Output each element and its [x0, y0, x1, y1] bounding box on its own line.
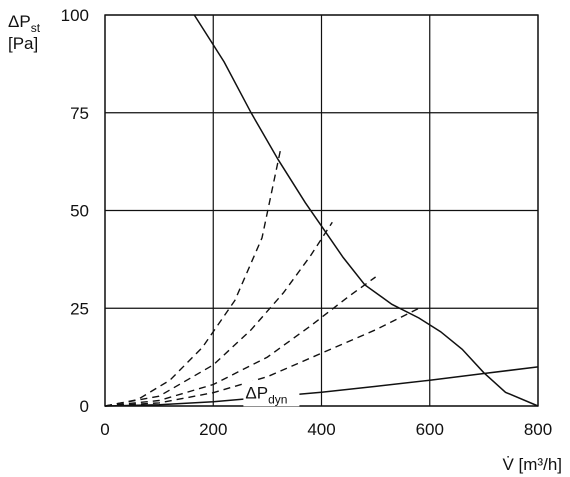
x-tick-label: 800 — [524, 420, 552, 439]
x-tick-label: 400 — [307, 420, 335, 439]
x-axis-label: V̇ [m³/h] — [502, 455, 562, 474]
series-line-3 — [104, 276, 377, 407]
plot-frame — [104, 14, 539, 407]
tick-labels: 0 200 400 600 800 0 25 50 75 100 — [61, 6, 553, 439]
annotations: ΔPdyn — [243, 380, 300, 407]
series-line-5 — [104, 366, 539, 407]
x-tick-label: 0 — [100, 420, 109, 439]
x-tick-label: 600 — [416, 420, 444, 439]
y-tick-label: 100 — [61, 6, 89, 25]
y-tick-label: 75 — [70, 104, 89, 123]
series-line-2 — [104, 221, 333, 407]
annotation-bg — [243, 380, 300, 407]
y-tick-label: 50 — [70, 202, 89, 221]
y-axis-unit: [Pa] — [8, 34, 38, 53]
y-tick-label: 25 — [70, 299, 89, 318]
y-tick-label: 0 — [80, 397, 89, 416]
series-line-4 — [104, 307, 420, 407]
grid — [104, 14, 539, 407]
y-axis-label: ΔPst — [8, 12, 41, 35]
series-line-1 — [104, 147, 282, 407]
series-layer — [104, 14, 539, 407]
annotation-pdyn: ΔPdyn — [245, 383, 287, 406]
x-tick-label: 200 — [199, 420, 227, 439]
